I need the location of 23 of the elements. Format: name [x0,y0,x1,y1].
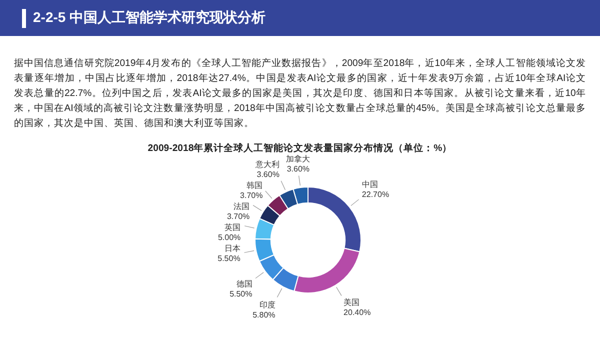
data-label: 20.40% [344,308,371,318]
slice-label: 日本 [224,244,240,254]
text: 据中国信息通信研究院2019年4月发布的《全球人工智能产业数据报告》，2009年至2018年，近10年来，全球人工智能领域论文发表量逐年增加，中国占比逐年增加，2018年达27.4%。中国是发表AI论文最多的国家，近十年发表9万余篇，占近10年全球AI论文发表总量的22.7%。位列中国之后，发表AI论文最多的国家是美国，其次是印度、德国和日本等国家。从被引论文量来看，近10年来，中国在AI领域的高被引论文注数量涨势明显，2018年中国高被引论文数量占全球总量的45%。美国是全球高被引论文总量最多的国家，其次是中国、英国、德国和澳大利亚等国家。 [14,57,586,131]
slice-label: 德国 [236,280,252,289]
slice-label: 英国 [224,223,241,232]
slice-label: 韩国 [246,181,263,190]
chart-title: 2009-2018年累计全球人工智能论文发表量国家分布情况（单位：%） [148,142,452,154]
slice-label: 法国 [234,202,250,212]
slice-label: 美国 [344,298,360,308]
data-label: 3.70% [226,212,250,222]
data-label: 5.00% [218,233,241,242]
data-label: 3.70% [240,191,263,200]
data-label: 3.60% [256,170,280,180]
data-label: 5.80% [252,310,276,320]
data-label: 5.50% [218,254,240,264]
data-label: 22.70% [362,190,390,199]
slice-label: 加拿大 [286,154,310,164]
slice-label: 中国 [362,180,378,189]
slice-label: 印度 [259,300,276,310]
slice-label: 意大利 [254,160,280,170]
data-label: 3.60% [286,164,310,174]
text: 2-2-5 中国人工智能学术研究现状分析 [33,9,266,27]
data-label: 5.50% [230,290,252,299]
